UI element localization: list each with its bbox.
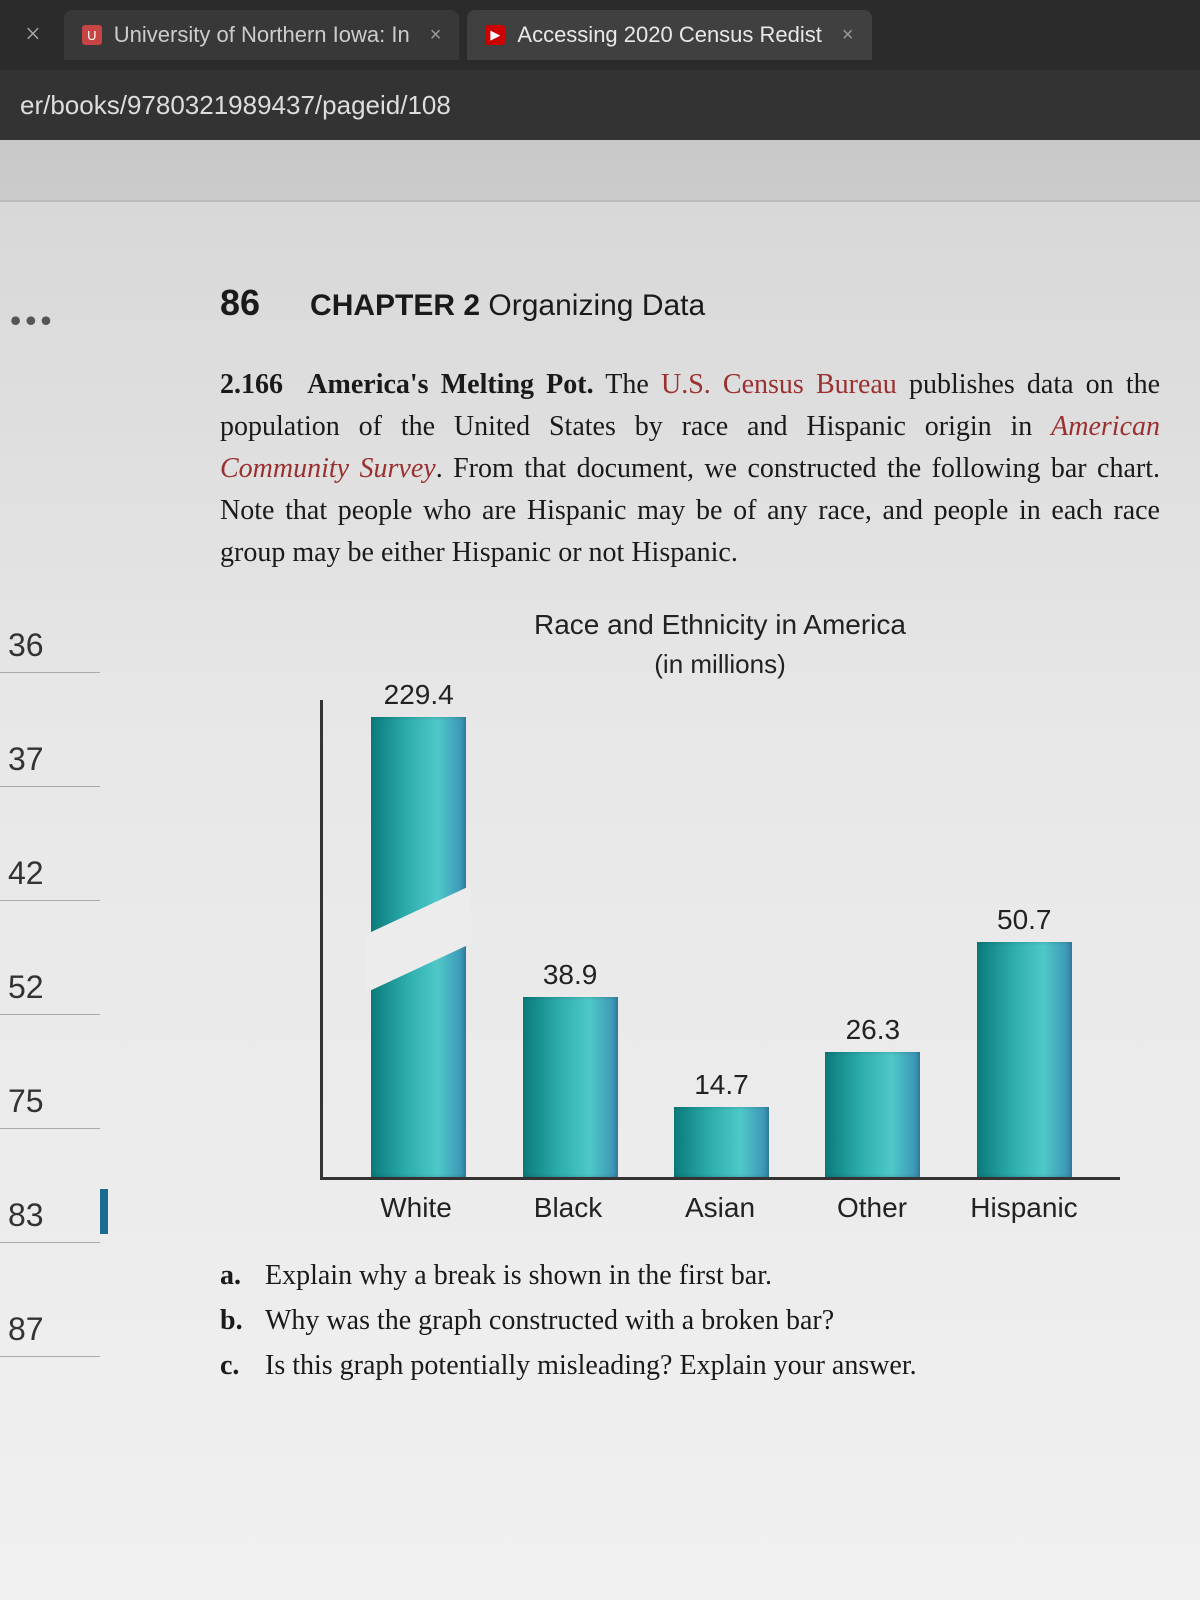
bar-chart: Race and Ethnicity in America (in millio… xyxy=(320,609,1120,1224)
url-bar[interactable]: er/books/9780321989437/pageid/108 xyxy=(0,70,1200,140)
question-label: b. xyxy=(220,1299,250,1344)
main-content: 86 CHAPTER 2 Organizing Data 2.166 Ameri… xyxy=(220,282,1200,1388)
bar-value: 38.9 xyxy=(543,959,598,991)
sidebar-item-42[interactable]: 42 xyxy=(0,847,100,901)
bar-value: 229.4 xyxy=(384,679,454,711)
textbook-page: ••• 36 37 42 52 75 83 87 86 CHAPTER 2 Or… xyxy=(0,200,1200,1600)
bar-value: 14.7 xyxy=(694,1069,749,1101)
chart-plot-area: 229.4 38.9 14.7 26.3 xyxy=(320,700,1120,1180)
page-viewport: ••• 36 37 42 52 75 83 87 86 CHAPTER 2 Or… xyxy=(0,140,1200,1600)
chapter-header: 86 CHAPTER 2 Organizing Data xyxy=(220,282,1160,324)
bar-rect xyxy=(523,997,618,1177)
question-a: a. Explain why a break is shown in the f… xyxy=(220,1254,1160,1299)
tab-university[interactable]: U University of Northern Iowa: In × xyxy=(64,10,460,60)
chapter-title: CHAPTER 2 Organizing Data xyxy=(310,289,705,323)
youtube-icon: ▶ xyxy=(485,25,505,45)
bar-rect xyxy=(674,1107,769,1177)
close-icon[interactable]: × xyxy=(842,24,854,47)
question-label: c. xyxy=(220,1344,250,1389)
browser-chrome: × U University of Northern Iowa: In × ▶ … xyxy=(0,0,1200,140)
x-label: Hispanic xyxy=(964,1192,1084,1224)
x-label: Other xyxy=(812,1192,932,1224)
sidebar-item-37[interactable]: 37 xyxy=(0,733,100,787)
sidebar-item-52[interactable]: 52 xyxy=(0,961,100,1015)
sidebar-item-87[interactable]: 87 xyxy=(0,1303,100,1357)
sub-questions: a. Explain why a break is shown in the f… xyxy=(220,1254,1160,1388)
sidebar-item-36[interactable]: 36 xyxy=(0,619,100,673)
tab-title: Accessing 2020 Census Redist xyxy=(517,22,822,48)
chart-subtitle: (in millions) xyxy=(320,649,1120,680)
x-axis-labels: White Black Asian Other Hispanic xyxy=(320,1180,1120,1224)
x-label: Asian xyxy=(660,1192,780,1224)
bar-rect xyxy=(825,1052,920,1177)
close-icon[interactable]: × xyxy=(10,19,56,51)
question-label: a. xyxy=(220,1254,250,1299)
question-text: Why was the graph constructed with a bro… xyxy=(265,1299,834,1344)
bar-value: 26.3 xyxy=(846,1014,901,1046)
question-c: c. Is this graph potentially misleading?… xyxy=(220,1344,1160,1389)
url-text: er/books/9780321989437/pageid/108 xyxy=(20,90,451,121)
link-census-bureau[interactable]: U.S. Census Bureau xyxy=(661,369,897,400)
bar-rect xyxy=(977,942,1072,1177)
bar-rect xyxy=(371,717,466,1177)
x-label: White xyxy=(356,1192,476,1224)
problem-text: 2.166 America's Melting Pot. The U.S. Ce… xyxy=(220,364,1160,574)
bar-black: 38.9 xyxy=(510,959,630,1177)
tab-strip: × U University of Northern Iowa: In × ▶ … xyxy=(0,0,1200,70)
page-number: 86 xyxy=(220,282,260,324)
tab-census[interactable]: ▶ Accessing 2020 Census Redist × xyxy=(467,10,871,60)
bar-hispanic: 50.7 xyxy=(964,904,1084,1177)
close-icon[interactable]: × xyxy=(430,24,442,47)
question-text: Explain why a break is shown in the firs… xyxy=(265,1254,772,1299)
x-label: Black xyxy=(508,1192,628,1224)
sidebar-item-83[interactable]: 83 xyxy=(0,1189,100,1243)
more-icon[interactable]: ••• xyxy=(0,302,100,339)
question-text: Is this graph potentially misleading? Ex… xyxy=(265,1344,917,1389)
question-b: b. Why was the graph constructed with a … xyxy=(220,1299,1160,1344)
tab-title: University of Northern Iowa: In xyxy=(114,22,410,48)
sidebar-item-75[interactable]: 75 xyxy=(0,1075,100,1129)
chart-title: Race and Ethnicity in America xyxy=(320,609,1120,641)
question-sidebar: ••• 36 37 42 52 75 83 87 xyxy=(0,302,100,1417)
bar-other: 26.3 xyxy=(813,1014,933,1177)
problem-title: America's Melting Pot. xyxy=(307,369,593,400)
bar-asian: 14.7 xyxy=(661,1069,781,1177)
bar-value: 50.7 xyxy=(997,904,1052,936)
problem-number: 2.166 xyxy=(220,369,283,400)
bar-white: 229.4 xyxy=(359,679,479,1177)
favicon-icon: U xyxy=(82,25,102,45)
